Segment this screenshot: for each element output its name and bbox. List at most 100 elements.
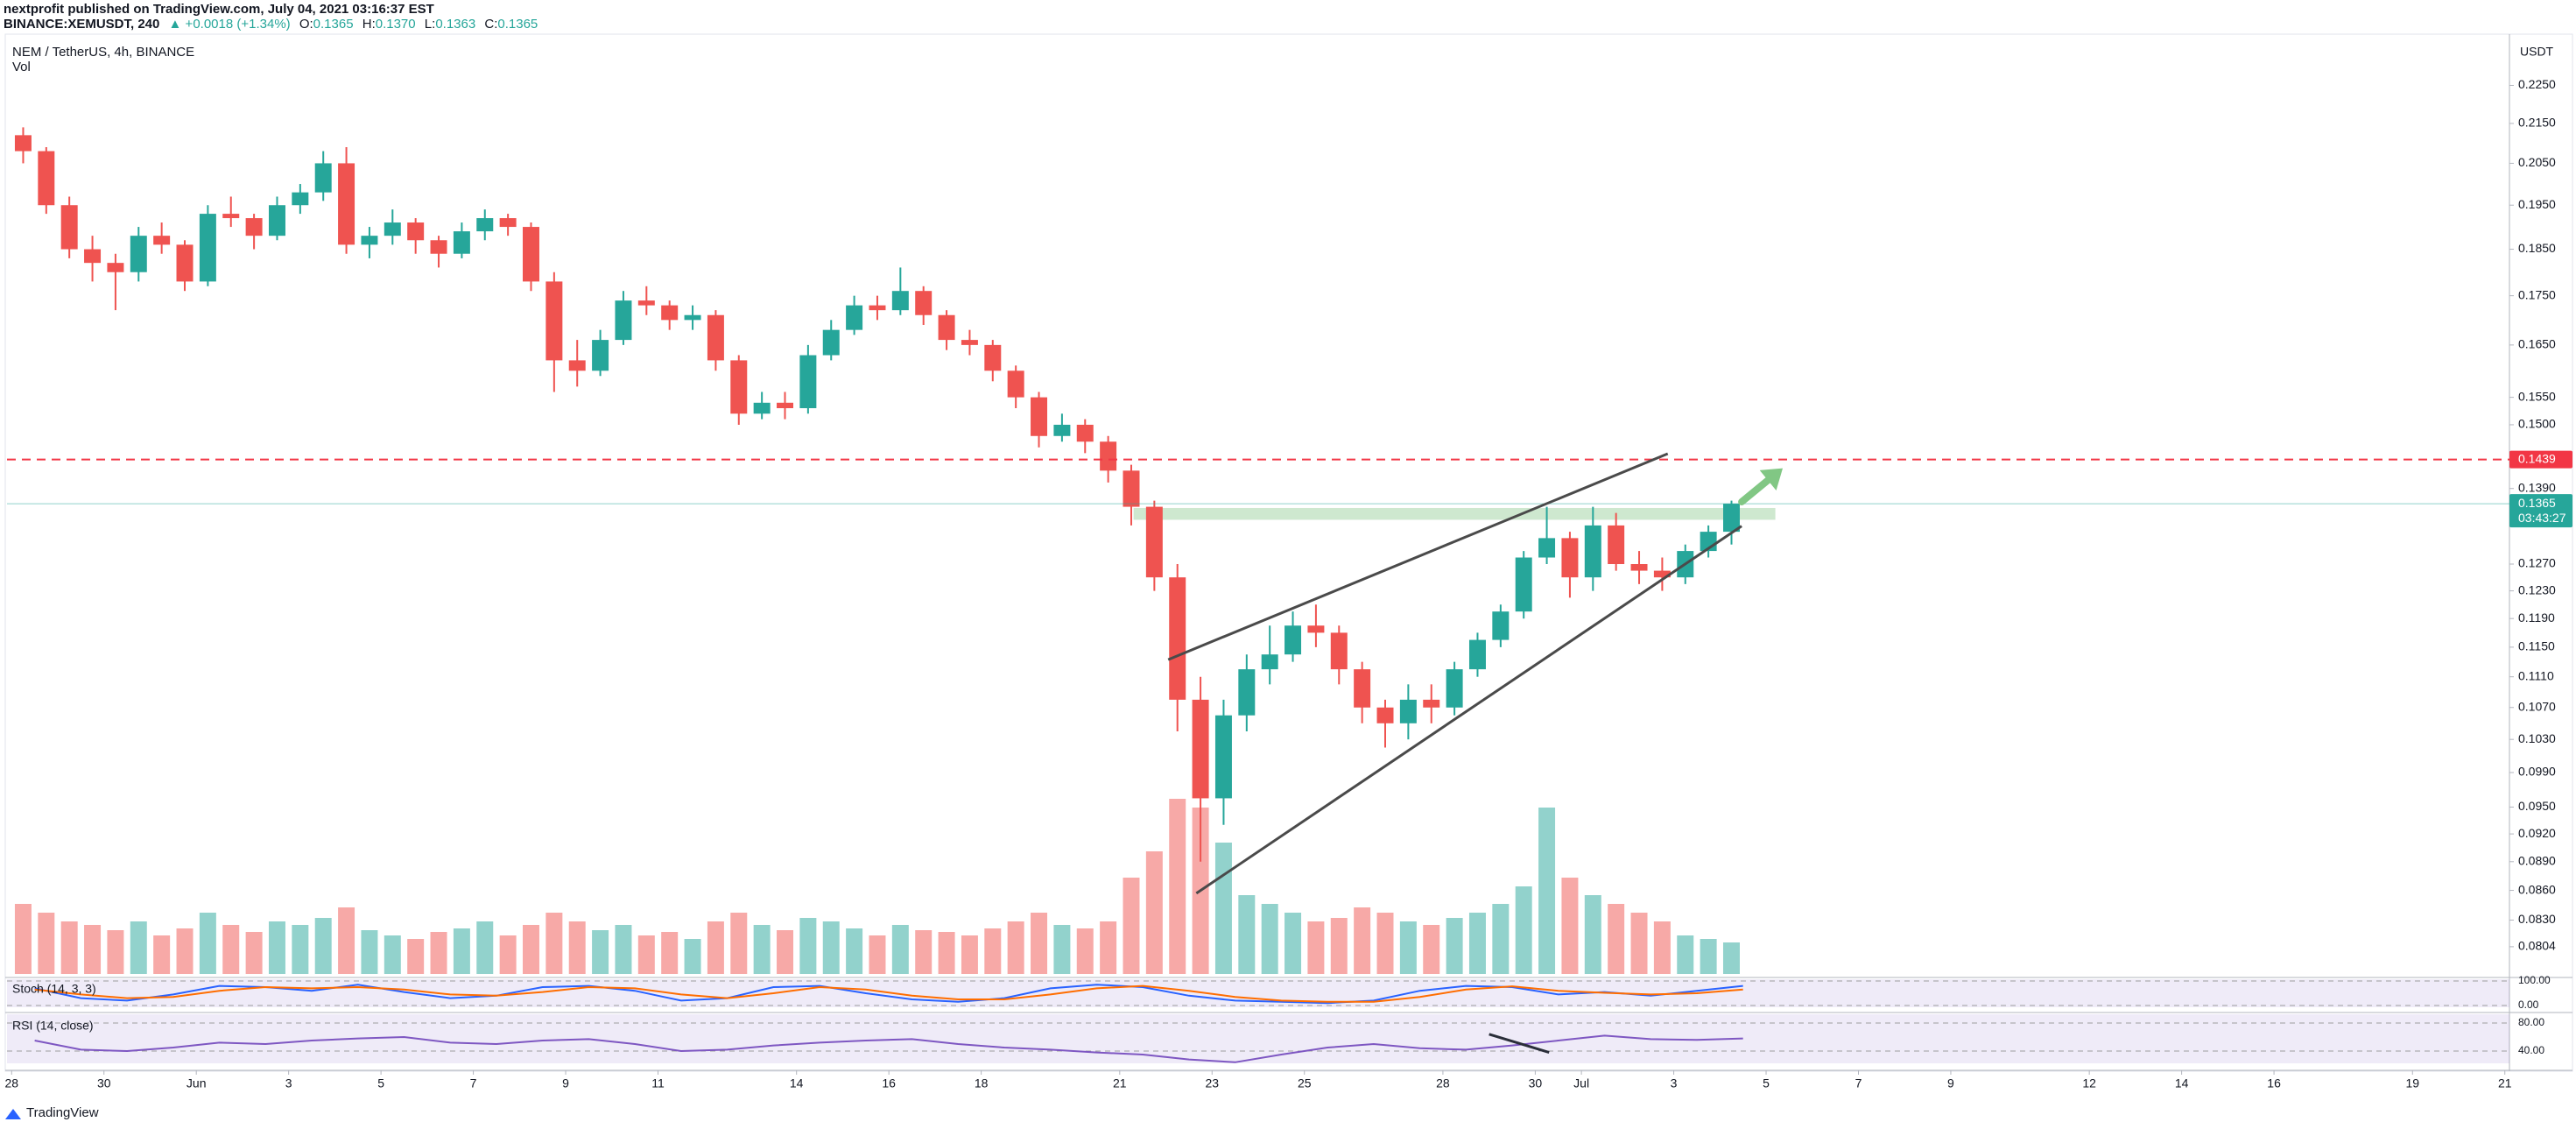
volume-bar [1100,921,1117,974]
x-tick-label: 30 [1529,1076,1543,1090]
candle-body [1145,506,1163,578]
candle-body [268,205,285,236]
x-tick-label: Jun [187,1076,207,1090]
candle-body [107,263,124,272]
candle-body [384,222,401,236]
y-tick-label: 0.0860 [2518,882,2556,896]
volume-bar [523,925,539,974]
volume-bar [984,928,1002,974]
volume-bar [176,928,194,974]
volume-bar [1354,907,1371,974]
indicator-line [34,984,1743,1003]
candle-body [1561,538,1579,578]
publisher-line: nextprofit published on TradingView.com,… [4,2,434,17]
candle-body [1307,625,1325,633]
y-tick-label: 0.1270 [2518,556,2556,570]
volume-bar [1538,808,1556,974]
candle-body [1031,397,1048,436]
countdown: 03:43:27 [2518,511,2566,525]
ohlc-key: L: [425,17,436,32]
candle-body [1123,470,1140,507]
pane-band [7,979,2509,1007]
volume-bar [615,925,632,974]
x-tick-label: Jul [1573,1076,1589,1090]
volume-bar [1053,925,1071,974]
pane-band [7,1014,2509,1063]
candle-body [592,340,609,371]
candle-body [1584,525,1601,578]
volume-bar [1214,843,1232,974]
ohlc-value: 0.1363 [435,17,475,32]
volume-bar [661,932,679,974]
volume-bar [1515,886,1532,974]
x-tick-label: 21 [2498,1076,2512,1090]
volume-bar [453,928,470,974]
candle-body [1515,557,1532,612]
volume-bar [1468,913,1486,974]
volume-bar [407,939,425,974]
candle-body [199,214,216,282]
y-tick-label: 0.0830 [2518,912,2556,926]
change: ▲ +0.0018 (+1.34%) [169,17,291,32]
y-tick-label: 0.1650 [2518,337,2556,351]
symbol: BINANCE:XEMUSDT, 240 [4,17,159,32]
x-tick-label: 9 [1947,1076,1954,1090]
volume-bar [1423,925,1440,974]
level-label-bg [2509,450,2572,469]
volume-bar [1584,895,1601,974]
volume-bar [1169,799,1186,974]
y-tick-label: 40.00 [2518,1044,2544,1056]
candle-body [407,222,425,241]
tv-logo: TradingView [5,1105,99,1120]
y-tick-label: 0.1070 [2518,699,2556,713]
volume-bar [1630,913,1648,974]
chart-frame [4,33,2573,1072]
volume-bar [961,935,978,974]
y-tick-label: 0.1500 [2518,417,2556,431]
y-tick-label: 0.0804 [2518,939,2556,953]
candle-body [14,135,32,152]
candle-body [222,214,240,219]
candle-body [84,249,102,264]
x-tick-label: 25 [1298,1076,1312,1090]
volume-bar [384,935,401,974]
candle-body [822,329,840,356]
x-tick-label: 19 [2405,1076,2419,1090]
ohlc-key: H: [362,17,376,32]
volume-bar [1076,928,1094,974]
x-tick-label: 16 [882,1076,896,1090]
logo-icon [5,1109,21,1119]
candle-body [1423,699,1440,708]
y-tick-label: 0.0920 [2518,826,2556,840]
y-tick-label: 0.1190 [2518,610,2555,624]
volume-bar [846,928,863,974]
candle-body [707,314,724,361]
y-tick-label: 0.1110 [2518,668,2554,682]
target-arrow-head [1759,468,1784,490]
volume-bar [222,925,240,974]
y-tick-label: 0.00 [2518,998,2539,1011]
volume-bar [130,921,147,974]
volume-bar [915,930,933,974]
volume-bar [1007,921,1024,974]
candle-body [915,291,933,315]
volume-bar [1446,918,1463,974]
volume-bar [1376,913,1394,974]
volume-bar [1608,904,1625,974]
candle-body [292,192,309,206]
candle-body [1284,625,1302,655]
y-tick-label: 0.1750 [2518,287,2556,301]
candle-body [314,163,332,193]
volume-bar [637,935,655,974]
volume-bar [869,935,886,974]
x-tick-label: 18 [975,1076,989,1090]
candle-body [777,402,794,409]
candle-body [130,236,147,272]
y-tick-label: 0.1850 [2518,241,2556,255]
candle-body [1169,577,1186,700]
volume-bar [338,907,355,974]
y-tick-label: 0.2150 [2518,116,2556,130]
volume-bar [799,918,817,974]
volume-bar [545,913,563,974]
